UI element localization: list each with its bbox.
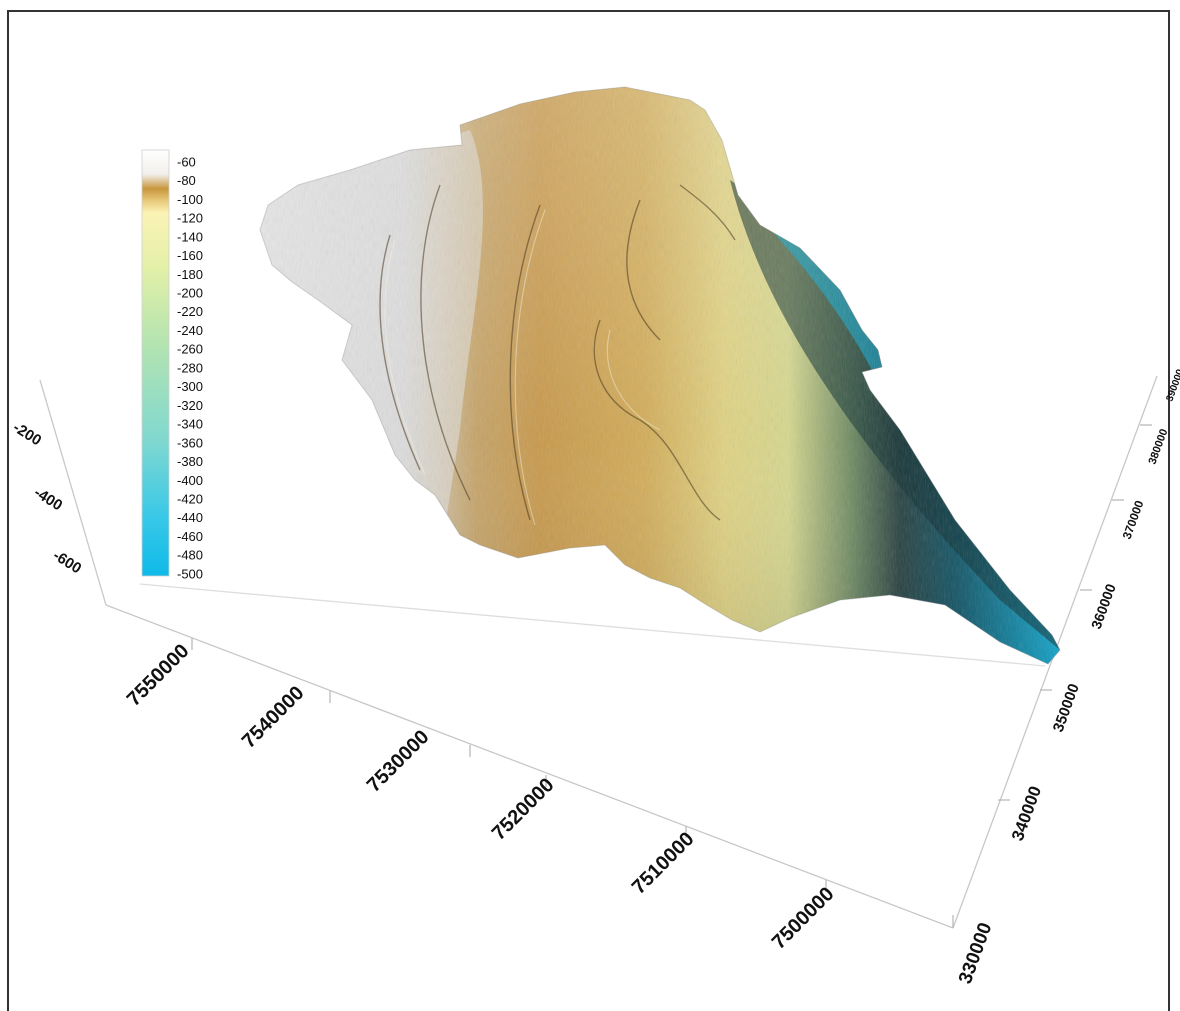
colorbar-tick-label: -360: [177, 435, 203, 450]
colorbar-tick-label: -260: [177, 342, 203, 357]
colorbar-tick-label: -440: [177, 510, 203, 525]
easting-axis-labels: 330000 340000 350000 360000 370000 38000…: [955, 367, 1180, 986]
northing-tick-label: 7510000: [628, 828, 699, 899]
colorbar-tick-label: -300: [177, 379, 203, 394]
colorbar-tick-label: -180: [177, 267, 203, 282]
z-axis-labels: -200 -400 -600: [10, 419, 84, 577]
northing-tick-label: 7540000: [238, 682, 309, 753]
easting-tick-label: 390000: [1164, 367, 1180, 403]
colorbar-tick-label: -480: [177, 548, 203, 563]
easting-tick-label: 340000: [1008, 784, 1045, 844]
easting-tick-label: 360000: [1088, 581, 1119, 631]
colorbar-labels: -60 -80 -100 -120 -140 -160 -180 -200 -220 -240 -2…: [177, 154, 203, 581]
colorbar-tick-label: -100: [177, 192, 203, 207]
colorbar-tick-label: -240: [177, 323, 203, 338]
colorbar-tick-label: -140: [177, 229, 203, 244]
northing-tick-label: 7530000: [363, 726, 434, 797]
easting-tick-label: 370000: [1120, 498, 1147, 541]
easting-tick-label: 380000: [1147, 427, 1171, 466]
colorbar-tick-label: -500: [177, 566, 203, 581]
depth-colorbar: -60 -80 -100 -120 -140 -160 -180 -200 -220 -240 -2…: [141, 149, 203, 581]
colorbar-swatch: [141, 149, 170, 577]
colorbar-tick-label: -420: [177, 492, 203, 507]
colorbar-tick-label: -340: [177, 417, 203, 432]
colorbar-tick-label: -120: [177, 211, 203, 226]
colorbar-tick-label: -460: [177, 529, 203, 544]
northing-tick-label: 7520000: [488, 774, 559, 845]
northing-axis-labels: 7550000 7540000 7530000 7520000 7510000 …: [123, 640, 839, 954]
colorbar-tick-label: -280: [177, 360, 203, 375]
northing-top-line: [139, 583, 1046, 667]
colorbar-tick-label: -380: [177, 454, 203, 469]
z-tick-label: -400: [31, 484, 65, 514]
easting-tick-label: 350000: [1050, 682, 1083, 735]
z-axis-line: [39, 379, 107, 606]
tick-marks: [191, 424, 1152, 928]
easting-tick-label: 330000: [955, 920, 996, 987]
colorbar-tick-label: -160: [177, 248, 203, 263]
colorbar-tick-label: -220: [177, 304, 203, 319]
colorbar-tick-label: -200: [177, 286, 203, 301]
bathymetry-surface: [259, 86, 1061, 665]
colorbar-tick-label: -60: [177, 154, 196, 169]
northing-axis-line: [105, 604, 954, 929]
z-tick-label: -600: [50, 547, 84, 577]
colorbar-tick-label: -320: [177, 398, 203, 413]
z-tick-label: -200: [10, 419, 44, 449]
colorbar-tick-label: -400: [177, 473, 203, 488]
northing-tick-label: 7500000: [768, 883, 839, 954]
northing-tick-label: 7550000: [123, 640, 194, 711]
colorbar-tick-label: -80: [177, 173, 196, 188]
